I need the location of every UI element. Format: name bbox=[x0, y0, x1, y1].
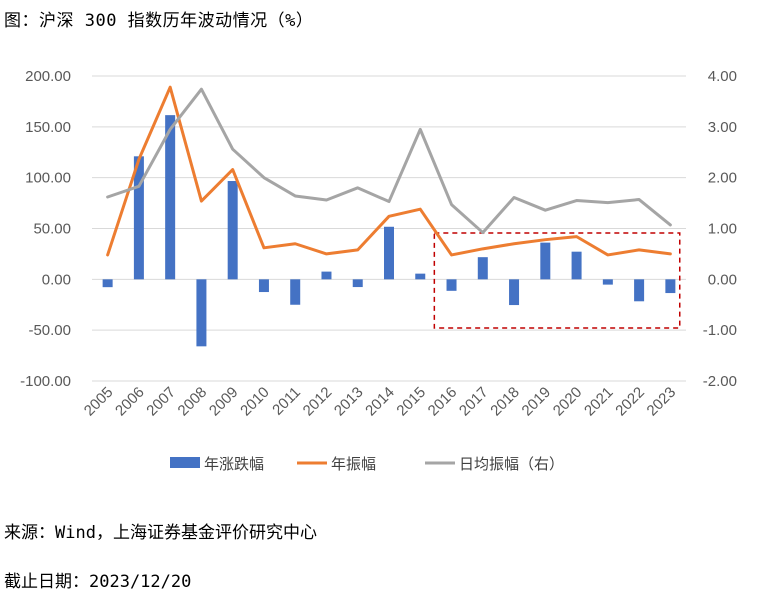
x-tick-label: 2008 bbox=[175, 384, 211, 420]
x-tick-label: 2021 bbox=[581, 384, 617, 420]
x-tick-label: 2011 bbox=[269, 384, 304, 419]
x-tick-label: 2014 bbox=[362, 384, 398, 420]
bar bbox=[634, 279, 644, 301]
x-tick-label: 2013 bbox=[331, 384, 367, 420]
left-tick-label: 100.00 bbox=[25, 170, 71, 187]
bar bbox=[509, 279, 519, 305]
left-tick-label: 150.00 bbox=[25, 119, 71, 136]
legend-swatch bbox=[170, 457, 200, 468]
right-tick-label: -2.00 bbox=[703, 373, 737, 390]
x-tick-label: 2023 bbox=[644, 384, 680, 420]
left-tick-label: -100.00 bbox=[20, 373, 71, 390]
right-tick-label: 3.00 bbox=[708, 119, 737, 136]
x-tick-label: 2007 bbox=[143, 384, 179, 420]
bar bbox=[165, 115, 175, 279]
x-tick-label: 2020 bbox=[550, 384, 586, 420]
left-tick-label: 0.00 bbox=[42, 271, 71, 288]
x-tick-label: 2018 bbox=[487, 384, 523, 420]
right-tick-label: 1.00 bbox=[708, 221, 737, 238]
bar bbox=[603, 279, 613, 284]
x-tick-label: 2012 bbox=[300, 384, 336, 420]
line-2 bbox=[108, 89, 671, 232]
bar bbox=[447, 279, 457, 290]
x-tick-label: 2017 bbox=[456, 384, 492, 420]
legend: 年涨跌幅 年振幅 日均振幅（右） bbox=[170, 455, 564, 473]
legend-label: 年振幅 bbox=[331, 455, 376, 473]
left-tick-label: -50.00 bbox=[28, 322, 71, 339]
source-note: 来源：Wind，上海证券基金评价研究中心 bbox=[4, 518, 317, 543]
bar bbox=[572, 252, 582, 280]
chart-canvas: 200.00 150.00 100.00 50.00 0.00 -50.00 -100.00… bbox=[0, 0, 763, 500]
bar bbox=[103, 279, 113, 287]
bar bbox=[665, 279, 675, 293]
x-axis-ticks: 2005200620072008200920102011201220132014… bbox=[81, 384, 679, 420]
bar bbox=[228, 181, 238, 279]
date-note: 截止日期：2023/12/20 bbox=[4, 567, 191, 592]
bar bbox=[321, 272, 331, 280]
bar bbox=[478, 257, 488, 279]
x-tick-label: 2005 bbox=[81, 384, 117, 420]
right-tick-label: -1.00 bbox=[703, 322, 737, 339]
x-tick-label: 2019 bbox=[519, 384, 555, 420]
legend-label: 年涨跌幅 bbox=[204, 455, 264, 473]
left-tick-label: 200.00 bbox=[25, 68, 71, 85]
x-tick-label: 2015 bbox=[393, 384, 429, 420]
x-tick-label: 2016 bbox=[425, 384, 461, 420]
left-axis-ticks: 200.00 150.00 100.00 50.00 0.00 -50.00 -100.00 bbox=[20, 68, 71, 390]
right-tick-label: 2.00 bbox=[708, 170, 737, 187]
x-tick-label: 2022 bbox=[612, 384, 648, 420]
bar bbox=[415, 274, 425, 280]
bar bbox=[353, 279, 363, 287]
bar bbox=[196, 279, 206, 346]
x-tick-label: 2010 bbox=[237, 384, 273, 420]
right-axis-ticks: 4.00 3.00 2.00 1.00 0.00 -1.00 -2.00 bbox=[703, 68, 737, 390]
left-tick-label: 50.00 bbox=[33, 221, 71, 238]
x-tick-label: 2009 bbox=[206, 384, 242, 420]
right-tick-label: 4.00 bbox=[708, 68, 737, 85]
bar bbox=[259, 279, 269, 292]
x-tick-label: 2006 bbox=[112, 384, 148, 420]
right-tick-label: 0.00 bbox=[708, 271, 737, 288]
bar bbox=[540, 243, 550, 280]
bar bbox=[290, 279, 300, 304]
legend-label: 日均振幅（右） bbox=[459, 455, 564, 473]
bar bbox=[384, 227, 394, 280]
